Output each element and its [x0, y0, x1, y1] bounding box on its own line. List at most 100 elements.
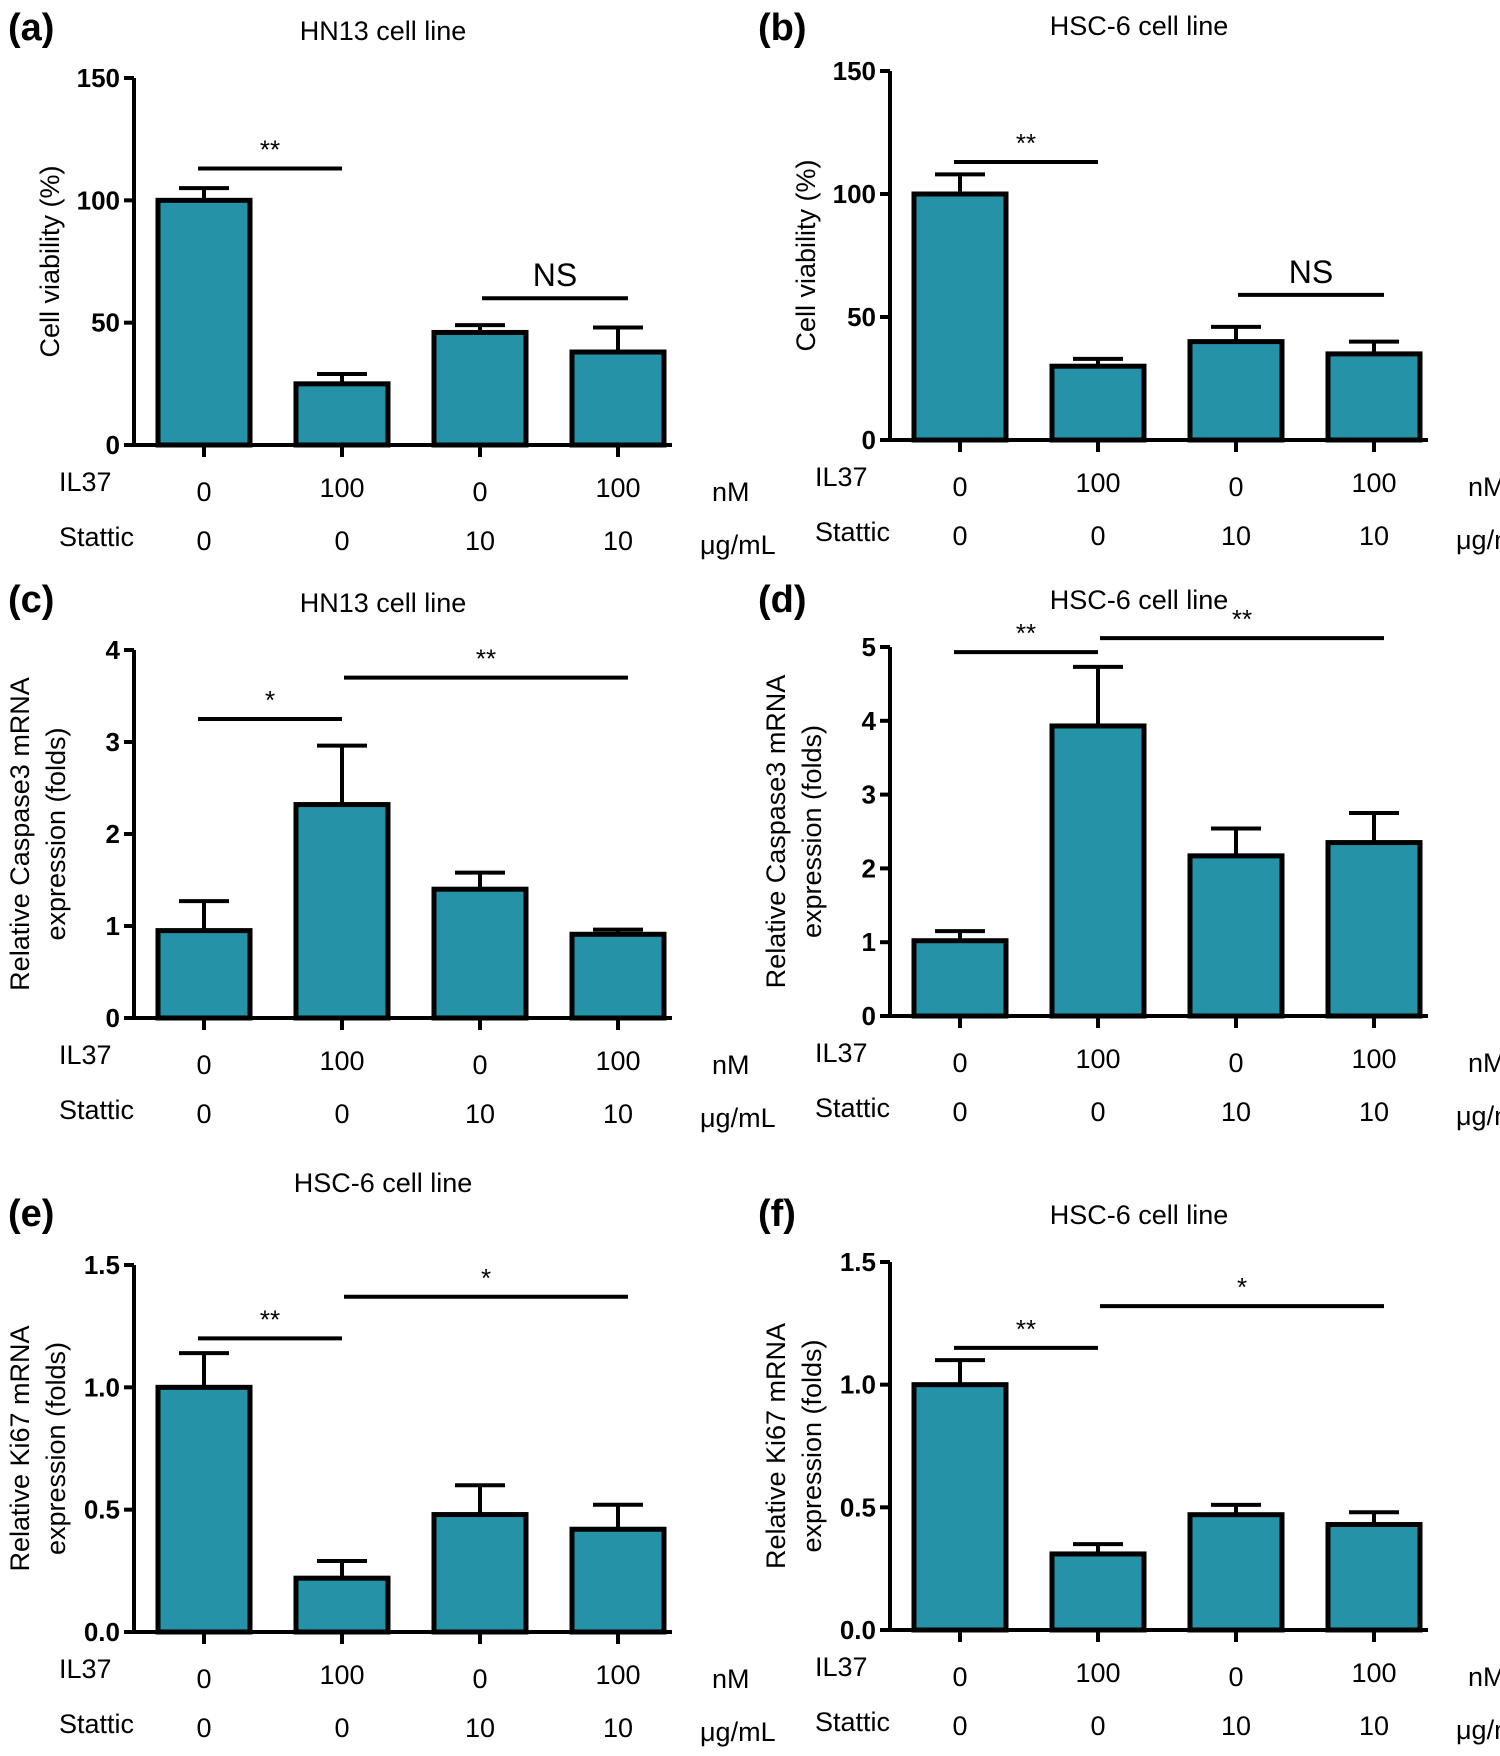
y-tick-label: 1 — [862, 927, 876, 957]
row-value: 10 — [1221, 1711, 1251, 1741]
row-value: 0 — [196, 526, 211, 556]
y-tick-label: 0.5 — [84, 1495, 120, 1525]
bar — [1325, 1522, 1423, 1633]
row-value: 0 — [1228, 472, 1243, 502]
row-value: 0 — [472, 1664, 487, 1694]
row-value: 0 — [472, 477, 487, 507]
row-value: 10 — [465, 526, 495, 556]
panel-label: (e) — [8, 1193, 54, 1235]
chart-title: HSC-6 cell line — [1050, 585, 1229, 615]
y-axis-label: Relative Caspase3 mRNA — [761, 675, 791, 989]
y-tick-label: 50 — [847, 302, 876, 332]
significance-label: ** — [476, 644, 496, 674]
row-value: 100 — [1351, 1044, 1396, 1074]
y-tick-label: 1.5 — [840, 1247, 876, 1277]
significance-label: NS — [1289, 254, 1333, 290]
row-value: 10 — [1359, 521, 1389, 551]
y-tick-label: 0 — [862, 425, 876, 455]
row-value: 10 — [1221, 1097, 1251, 1127]
row-value: 100 — [319, 473, 364, 503]
panel-label: (a) — [8, 7, 54, 49]
y-tick-label: 1 — [106, 911, 120, 941]
y-tick-label: 4 — [106, 635, 121, 665]
bar — [1049, 363, 1147, 443]
row-unit: nM — [1468, 1662, 1500, 1692]
bar — [911, 191, 1009, 443]
row-value: 100 — [1075, 468, 1120, 498]
bar — [431, 329, 529, 448]
bar — [155, 928, 253, 1021]
y-axis-label: Relative Ki67 mRNA — [5, 1325, 35, 1571]
row-value: 0 — [196, 1713, 211, 1743]
y-axis-label: Relative Caspase3 mRNA — [5, 677, 35, 991]
row-value: 10 — [1359, 1711, 1389, 1741]
row-label: IL37 — [59, 1654, 112, 1684]
bar — [1049, 1551, 1147, 1633]
bar — [431, 886, 529, 1021]
y-axis-label: expression (folds) — [797, 725, 827, 938]
bar — [293, 802, 391, 1021]
y-axis-label: Cell viability (%) — [791, 159, 821, 351]
significance-label: ** — [1016, 128, 1036, 158]
bar — [431, 1512, 529, 1635]
row-unit: μg/mL — [700, 1103, 776, 1133]
bar — [911, 938, 1009, 1019]
panel-label: (b) — [758, 7, 807, 49]
row-value: 10 — [603, 1713, 633, 1743]
row-value: 10 — [1221, 521, 1251, 551]
row-value: 0 — [952, 1662, 967, 1692]
significance-label: NS — [533, 257, 577, 293]
y-tick-label: 5 — [862, 632, 876, 662]
row-unit: μg/mL — [700, 530, 776, 560]
bar — [569, 931, 667, 1021]
row-value: 0 — [952, 1711, 967, 1741]
row-value: 0 — [196, 477, 211, 507]
row-value: 0 — [952, 1048, 967, 1078]
significance-label: ** — [1016, 618, 1036, 648]
bar — [1187, 853, 1285, 1019]
panel-e: (e) HSC-6 cell line Relative Ki67 mRNA expr… — [5, 1168, 776, 1747]
row-value: 100 — [1075, 1658, 1120, 1688]
y-axis-label: expression (folds) — [797, 1339, 827, 1552]
chart-title: HN13 cell line — [300, 588, 467, 618]
bar — [1325, 840, 1423, 1019]
bar — [1049, 723, 1147, 1019]
y-tick-label: 1.5 — [84, 1250, 120, 1280]
significance-label: ** — [260, 1304, 280, 1334]
row-value: 100 — [595, 1660, 640, 1690]
row-value: 10 — [465, 1713, 495, 1743]
y-tick-label: 0 — [106, 430, 120, 460]
row-value: 0 — [1090, 521, 1105, 551]
row-label: IL37 — [59, 1040, 112, 1070]
bar — [293, 1575, 391, 1635]
row-value: 100 — [319, 1046, 364, 1076]
row-unit: μg/mL — [1456, 525, 1500, 555]
row-unit: μg/mL — [1456, 1715, 1500, 1745]
row-value: 0 — [1228, 1662, 1243, 1692]
row-value: 100 — [595, 1046, 640, 1076]
bar — [1325, 351, 1423, 443]
panel-f: (f) HSC-6 cell line Relative Ki67 mRNA expr… — [758, 1193, 1500, 1745]
bar — [293, 381, 391, 448]
row-label: Stattic — [815, 1093, 890, 1123]
y-tick-label: 4 — [862, 706, 877, 736]
y-tick-label: 0 — [862, 1001, 876, 1031]
row-label: IL37 — [815, 462, 868, 492]
y-tick-label: 50 — [91, 308, 120, 338]
y-tick-label: 1.0 — [84, 1372, 120, 1402]
panel-c: (c) HN13 cell line Relative Caspase3 mRNA e… — [5, 579, 776, 1133]
y-axis-label: Relative Ki67 mRNA — [761, 1323, 791, 1569]
y-tick-label: 100 — [77, 185, 120, 215]
row-value: 0 — [952, 472, 967, 502]
significance-label: * — [1237, 1272, 1247, 1302]
panel-a: (a) HN13 cell line Cell viability (%) 0 50 10… — [8, 7, 776, 560]
panel-label: (d) — [758, 579, 807, 621]
row-unit: μg/mL — [700, 1717, 776, 1747]
y-tick-label: 1.0 — [840, 1370, 876, 1400]
bar — [1187, 339, 1285, 443]
row-value: 0 — [952, 1097, 967, 1127]
row-label: IL37 — [815, 1652, 868, 1682]
panel-label: (c) — [8, 579, 54, 621]
significance-label: * — [481, 1263, 491, 1293]
